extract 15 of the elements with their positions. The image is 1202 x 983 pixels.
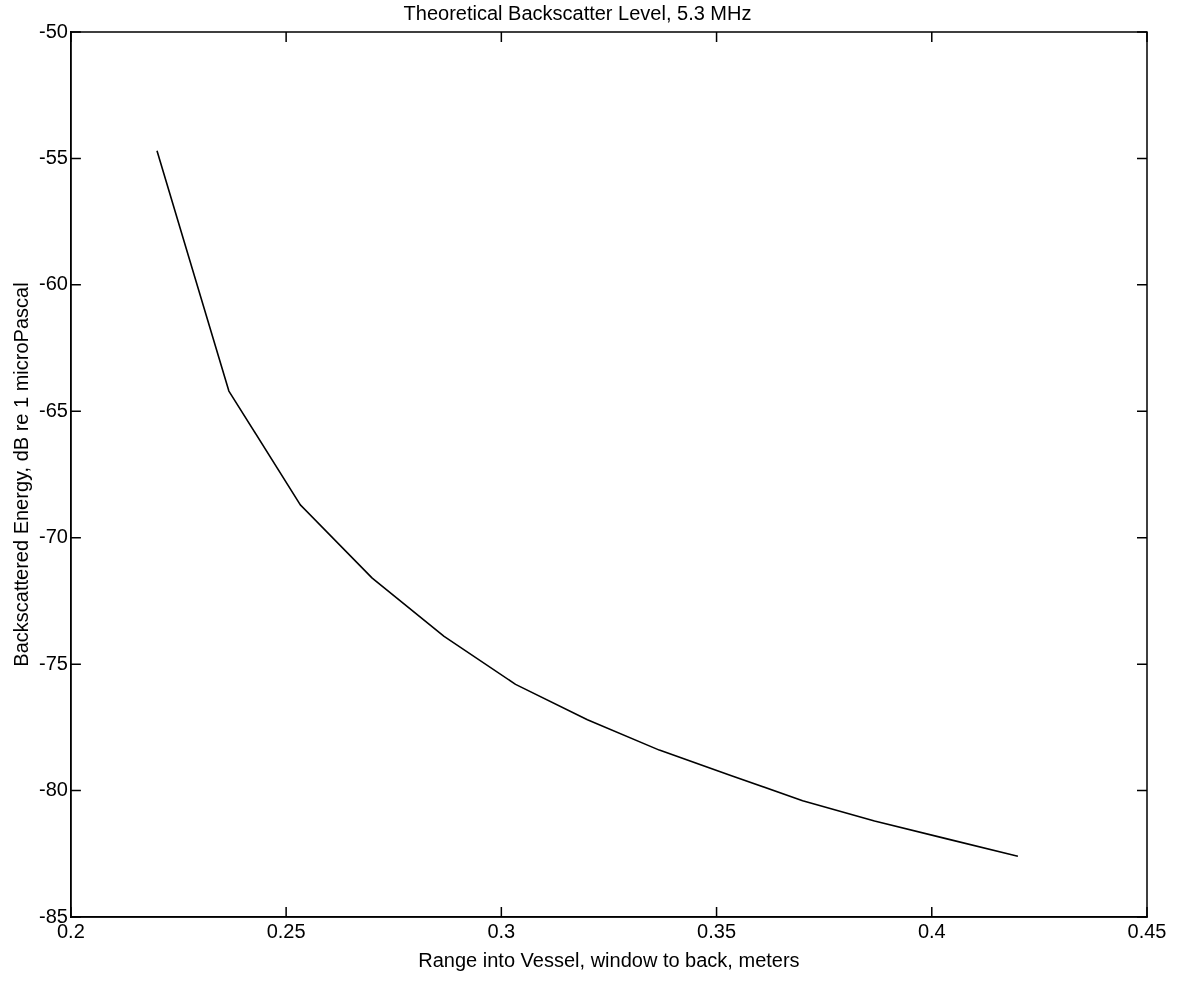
x-axis-title: Range into Vessel, window to back, meters — [418, 948, 800, 971]
y-tick-label: -70 — [39, 525, 68, 548]
y-tick-label: -55 — [39, 145, 68, 168]
x-tick-label: 0.3 — [487, 919, 516, 942]
y-tick-label: -80 — [39, 778, 68, 801]
x-tick-label: 0.45 — [1127, 919, 1167, 942]
x-tick-label: 0.35 — [697, 919, 737, 942]
y-tick-label: -60 — [39, 272, 68, 295]
y-tick-label: -50 — [39, 19, 68, 42]
y-tick-label: -65 — [39, 398, 68, 421]
y-axis-title: Backscattered Energy, dB re 1 microPascal — [9, 282, 32, 667]
y-tick-label: -75 — [39, 651, 68, 674]
x-tick-label: 0.4 — [917, 919, 946, 942]
chart-title: Theoretical Backscatter Level, 5.3 MHz — [403, 1, 752, 24]
x-tick-label: 0.25 — [266, 919, 306, 942]
